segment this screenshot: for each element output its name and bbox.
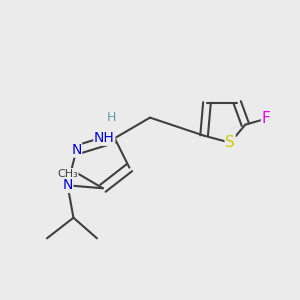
Text: N: N <box>71 143 82 157</box>
Text: H: H <box>107 111 116 124</box>
Text: CH₃: CH₃ <box>57 169 78 178</box>
Text: S: S <box>225 135 235 150</box>
Text: F: F <box>262 111 270 126</box>
Text: N: N <box>62 178 73 192</box>
Text: NH: NH <box>94 131 115 145</box>
